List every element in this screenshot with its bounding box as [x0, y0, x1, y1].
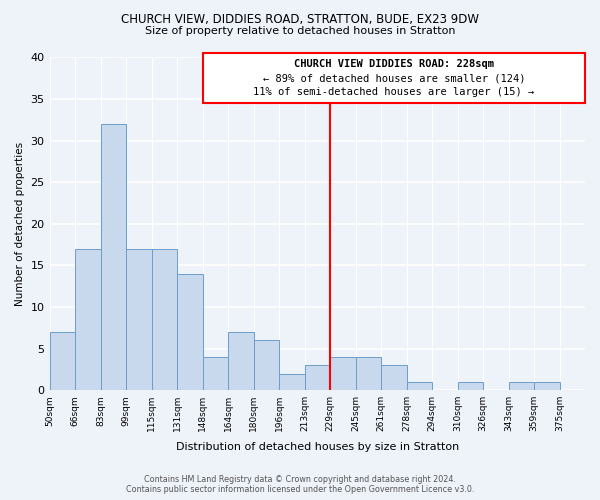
Bar	[75, 248, 101, 390]
Bar	[126, 248, 152, 390]
Bar	[177, 274, 203, 390]
Text: CHURCH VIEW DIDDIES ROAD: 228sqm: CHURCH VIEW DIDDIES ROAD: 228sqm	[294, 59, 494, 69]
Bar	[203, 53, 585, 103]
Bar	[279, 374, 305, 390]
Bar	[254, 340, 279, 390]
Bar	[534, 382, 560, 390]
Bar	[305, 365, 330, 390]
Bar	[356, 357, 381, 390]
Bar	[407, 382, 432, 390]
Text: Contains HM Land Registry data © Crown copyright and database right 2024.
Contai: Contains HM Land Registry data © Crown c…	[126, 474, 474, 494]
Y-axis label: Number of detached properties: Number of detached properties	[15, 142, 25, 306]
Text: 11% of semi-detached houses are larger (15) →: 11% of semi-detached houses are larger (…	[253, 88, 535, 98]
Text: CHURCH VIEW, DIDDIES ROAD, STRATTON, BUDE, EX23 9DW: CHURCH VIEW, DIDDIES ROAD, STRATTON, BUD…	[121, 12, 479, 26]
Bar	[152, 248, 177, 390]
Bar	[381, 365, 407, 390]
Bar	[203, 357, 228, 390]
Bar	[101, 124, 126, 390]
Text: ← 89% of detached houses are smaller (124): ← 89% of detached houses are smaller (12…	[263, 73, 525, 83]
X-axis label: Distribution of detached houses by size in Stratton: Distribution of detached houses by size …	[176, 442, 459, 452]
Bar	[228, 332, 254, 390]
Bar	[509, 382, 534, 390]
Bar	[50, 332, 75, 390]
Text: Size of property relative to detached houses in Stratton: Size of property relative to detached ho…	[145, 26, 455, 36]
Bar	[330, 357, 356, 390]
Bar	[458, 382, 483, 390]
